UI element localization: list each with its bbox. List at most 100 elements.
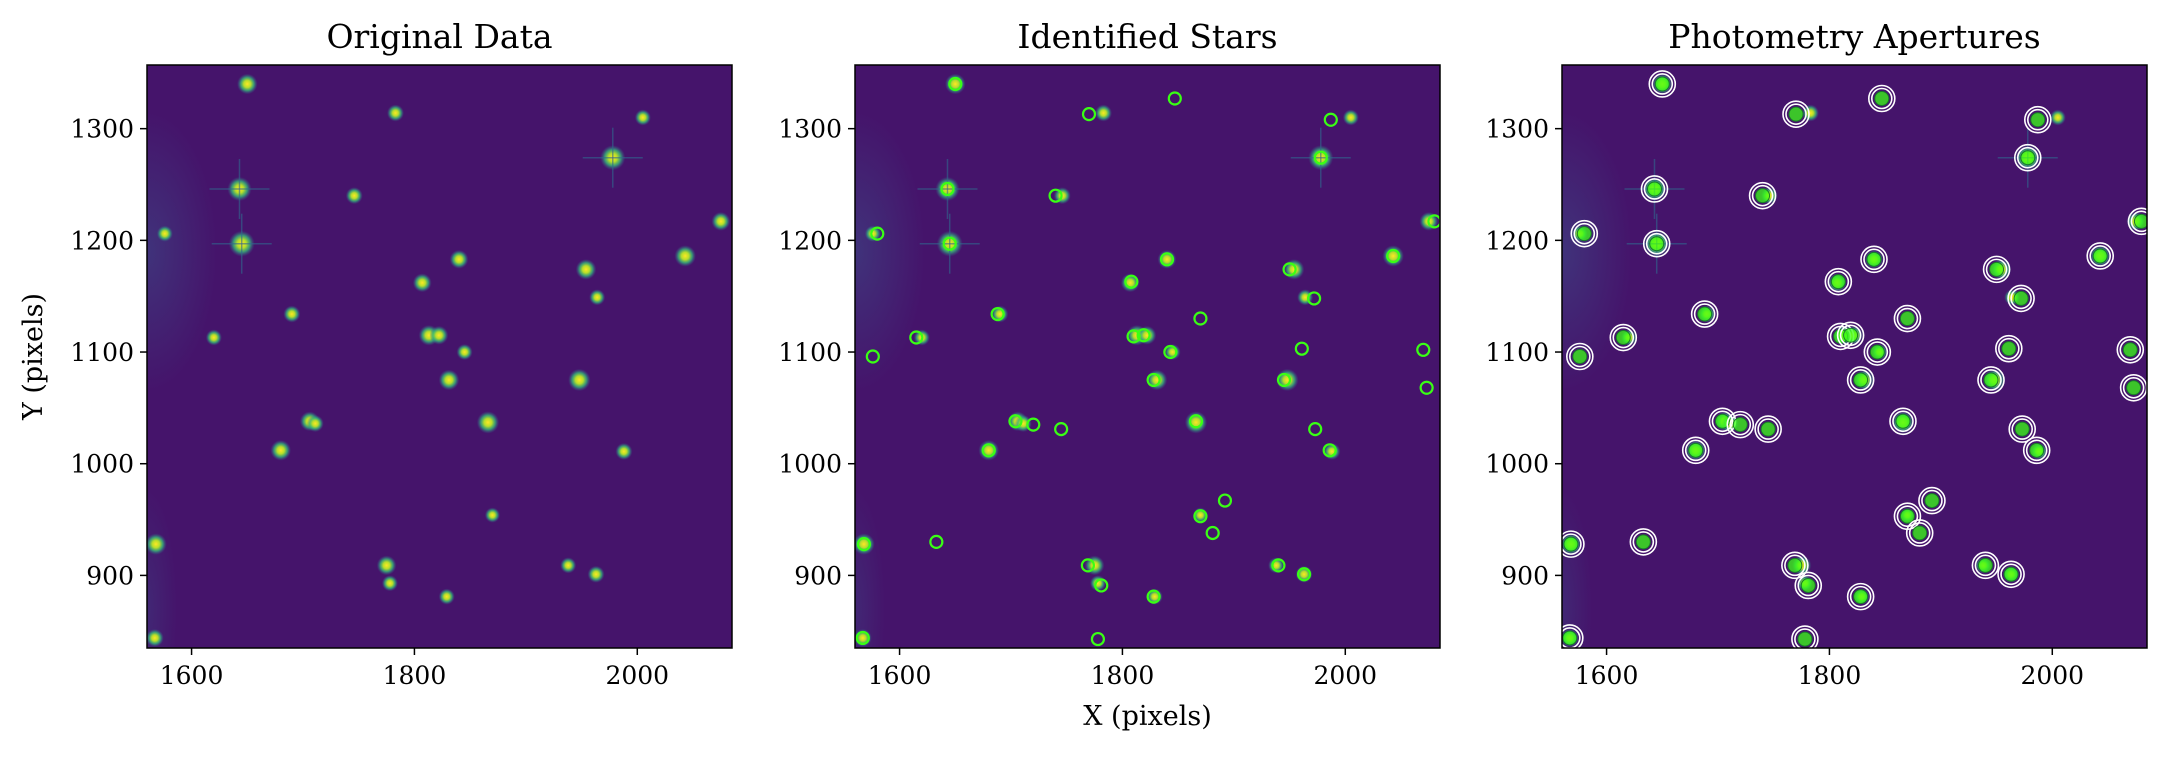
annulus-outer (1846, 582, 1875, 611)
annulus-outer (1867, 84, 1896, 113)
detected-star-marker (1323, 112, 1338, 127)
annulus-outer (1995, 334, 2023, 363)
annulus-inner (1784, 554, 1806, 577)
aperture (1697, 306, 1713, 322)
star (1268, 557, 1285, 574)
annulus-outer (1782, 100, 1810, 128)
y-tick-label: 1200 (778, 226, 842, 255)
detected-star-marker (1188, 414, 1204, 429)
star (711, 211, 731, 231)
annulus-outer (1566, 342, 1594, 371)
star (376, 555, 397, 576)
aperture (1899, 311, 1915, 327)
annulus-inner (1866, 341, 1889, 363)
star (476, 411, 500, 434)
aperture (1615, 330, 1631, 346)
edge-glow (147, 111, 217, 392)
annulus-outer (2086, 242, 2115, 270)
annulus-outer (2007, 284, 2035, 313)
y-tick-label: 1100 (1485, 338, 1549, 367)
detected-star-marker (1193, 311, 1208, 326)
aperture (1732, 417, 1748, 433)
image-background (1562, 65, 2147, 648)
annulus-inner (1711, 410, 1734, 433)
annulus-outer (1863, 338, 1892, 366)
annulus-inner (1980, 369, 2002, 391)
star (864, 225, 881, 242)
star (944, 73, 966, 95)
x-tick-label: 2000 (1313, 661, 1377, 690)
annulus-outer (1629, 528, 1658, 556)
y-tick-label: 900 (794, 561, 842, 590)
image-background (855, 65, 1440, 648)
annulus-inner (1863, 248, 1885, 271)
detected-star-marker (870, 226, 885, 241)
detected-star-marker (1276, 372, 1292, 388)
aperture (1572, 349, 1588, 364)
aperture (1788, 106, 1804, 122)
detected-star-marker (1419, 380, 1434, 395)
detected-star-marker (942, 236, 957, 251)
y-tick-label: 1000 (70, 450, 134, 479)
annulus-outer (1609, 323, 1638, 352)
star (1094, 104, 1112, 122)
star (991, 305, 1009, 323)
annulus-inner (1839, 324, 1862, 347)
annulus-outer (1836, 321, 1865, 350)
star (283, 305, 301, 323)
aperture (1924, 493, 1940, 509)
annulus-inner (1632, 531, 1655, 553)
annulus-outer (1889, 407, 1917, 436)
aperture (1830, 274, 1846, 290)
annulus-outer (2127, 207, 2147, 236)
y-tick-label: 1300 (70, 115, 134, 144)
annulus-inner (1645, 232, 1668, 255)
aperture (2122, 342, 2138, 358)
annulus-outer (1977, 366, 2005, 394)
star (429, 325, 449, 345)
edge-glow (1562, 111, 1632, 392)
annulus-inner (2000, 563, 2022, 586)
annulus-inner (1974, 554, 1997, 577)
aperture (2003, 566, 2019, 582)
annulus-outer (2116, 335, 2145, 364)
detected-star-marker (1008, 414, 1023, 429)
annulus-inner (1892, 410, 1914, 433)
chart-title: Identified Stars (1017, 17, 1277, 56)
star (270, 440, 292, 461)
detected-star-marker (865, 349, 880, 364)
x-axis-label: X (pixels) (1083, 701, 1212, 732)
detected-star-marker (1205, 525, 1220, 541)
detected-star-marker (1313, 150, 1328, 165)
panel-photometry-apertures: 1600 1800 2000 900 1000 1100 1200 1300 Photometr… (1485, 17, 2148, 690)
star (456, 343, 473, 361)
annulus-outer (1754, 415, 1782, 443)
y-tick-label: 900 (1501, 561, 1549, 590)
aperture (2020, 150, 2036, 166)
annulus-inner (1896, 505, 1919, 528)
aperture (1983, 372, 1999, 388)
annulus-inner (1562, 533, 1582, 555)
x-tick-label: 1600 (160, 661, 224, 690)
y-tick-label: 1000 (778, 450, 842, 479)
aperture (1562, 630, 1578, 646)
star (1137, 325, 1157, 345)
star (1184, 411, 1208, 434)
aperture (1912, 525, 1928, 541)
annulus-inner (1827, 270, 1850, 293)
annulus-outer (1562, 530, 1585, 558)
star (484, 507, 501, 523)
x-tick-label: 1800 (1798, 661, 1862, 690)
aperture (1895, 413, 1911, 429)
edge-glow (1562, 488, 1592, 648)
detected-star-marker (1136, 328, 1151, 343)
detected-star-marker (1296, 567, 1312, 582)
annulus-outer (1846, 366, 1875, 394)
annulus-inner (2025, 439, 2048, 462)
detected-star-marker (1094, 578, 1109, 593)
image-content (147, 73, 731, 648)
detected-star-marker (1126, 329, 1141, 344)
aperture (1800, 577, 1816, 593)
annulus-outer (1824, 267, 1853, 296)
annulus-inner (1693, 303, 1716, 325)
